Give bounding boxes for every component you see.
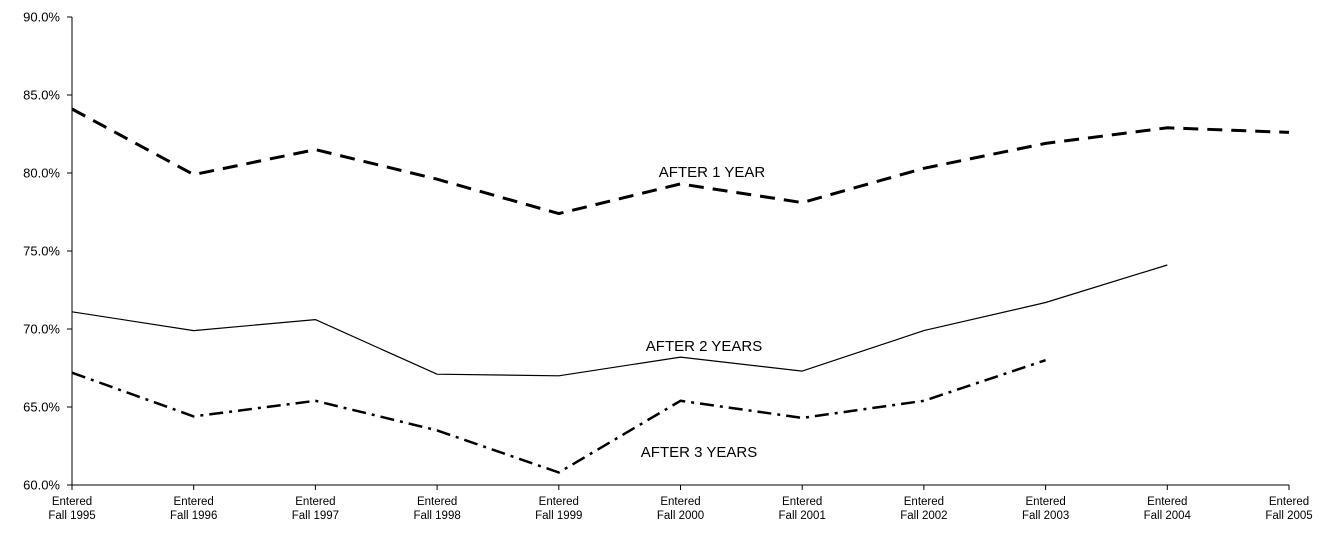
- x-tick-label-line: Entered: [1147, 496, 1187, 508]
- x-tick-label-line: Entered: [539, 496, 579, 508]
- x-tick-label-line: Entered: [417, 496, 457, 508]
- y-tick-label: 90.0%: [23, 10, 60, 25]
- x-tick-label-line: Entered: [904, 496, 944, 508]
- y-tick-label: 60.0%: [23, 478, 60, 493]
- x-tick-label-line: Fall 1997: [292, 510, 339, 522]
- x-tick-label: Entered Fall 2000: [657, 496, 704, 522]
- x-tick-label: Entered Fall 1997: [292, 496, 339, 522]
- y-tick-label: 85.0%: [23, 88, 60, 103]
- series-line-3: [71, 359, 1046, 474]
- x-tick-label-line: Fall 2000: [657, 510, 704, 522]
- series-label-2: AFTER 2 YEARS: [646, 338, 762, 355]
- x-tick-label: Entered Fall 1995: [48, 496, 95, 522]
- y-axis-ticks: 60.0% 65.0% 70.0% 75.0% 80.0% 85.0% 90.0%: [23, 10, 72, 493]
- x-tick-label: Entered Fall 1998: [413, 496, 460, 522]
- x-tick-label-line: Entered: [660, 496, 700, 508]
- x-tick-label: Entered Fall 1999: [535, 496, 582, 522]
- x-tick-label-line: Fall 2003: [1022, 510, 1069, 522]
- x-axis-ticks: Entered Fall 1995 Entered Fall 1996 Entered F…: [48, 485, 1313, 522]
- x-tick-label-line: Entered: [295, 496, 335, 508]
- series-label-3: AFTER 3 YEARS: [641, 444, 757, 461]
- x-tick-label-line: Entered: [1025, 496, 1065, 508]
- series-lines: [71, 107, 1290, 474]
- x-tick-label: Entered Fall 2002: [900, 496, 947, 522]
- x-tick-label-line: Entered: [782, 496, 822, 508]
- y-tick-label: 75.0%: [23, 244, 60, 259]
- y-tick-label: 70.0%: [23, 322, 60, 337]
- series-label-1: AFTER 1 YEAR: [659, 164, 766, 181]
- x-tick-label-line: Fall 2005: [1265, 510, 1312, 522]
- x-tick-label-line: Fall 1995: [48, 510, 95, 522]
- x-tick-label: Entered Fall 2003: [1022, 496, 1069, 522]
- x-tick-label-line: Entered: [1269, 496, 1309, 508]
- series-line-2: [71, 264, 1168, 377]
- x-tick-label-line: Fall 2002: [900, 510, 947, 522]
- x-tick-label: Entered Fall 2001: [779, 496, 826, 522]
- x-tick-label-line: Fall 1998: [413, 510, 460, 522]
- series-labels: AFTER 1 YEAR AFTER 2 YEARS AFTER 3 YEARS: [641, 164, 766, 461]
- y-tick-label: 65.0%: [23, 400, 60, 415]
- x-tick-label: Entered Fall 2004: [1144, 496, 1192, 522]
- x-tick-label-line: Fall 2004: [1144, 510, 1192, 522]
- x-tick-label: Entered Fall 2005: [1265, 496, 1312, 522]
- x-tick-label-line: Entered: [52, 496, 92, 508]
- x-tick-label: Entered Fall 1996: [170, 496, 217, 522]
- series-line-1: [71, 107, 1290, 216]
- x-tick-label-line: Fall 2001: [779, 510, 826, 522]
- x-tick-label-line: Fall 1996: [170, 510, 217, 522]
- y-tick-label: 80.0%: [23, 166, 60, 181]
- x-tick-label-line: Fall 1999: [535, 510, 582, 522]
- x-tick-label-line: Entered: [174, 496, 214, 508]
